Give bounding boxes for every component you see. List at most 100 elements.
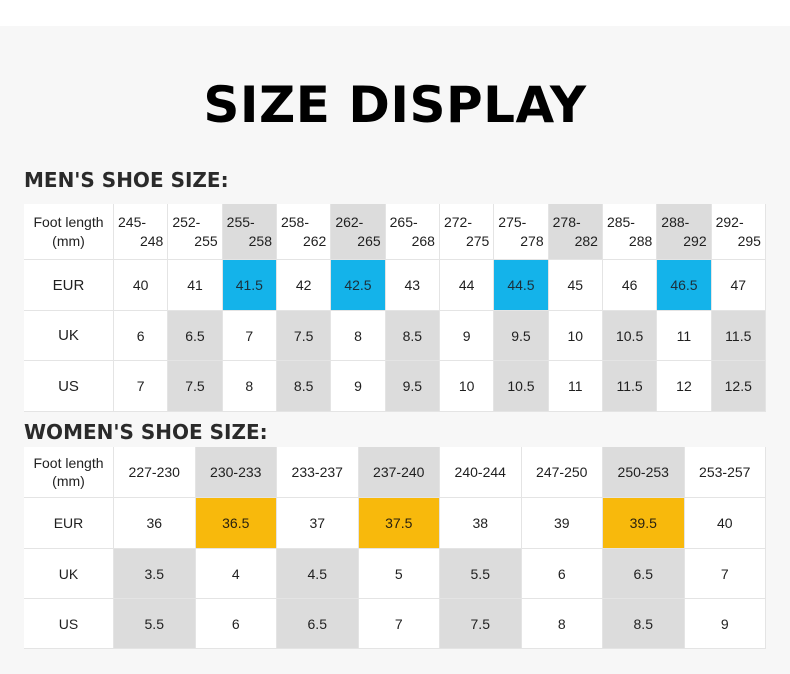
men-eur-cell: 46 [602, 260, 658, 311]
men-uk-cell: 10 [548, 311, 603, 361]
women-foot-range-cell: 240-244 [440, 447, 522, 498]
men-eur-cell: 44.5 [494, 260, 549, 311]
men-eur-cell: 40 [114, 260, 169, 311]
men-foot-range-cell: 285- 288 [602, 204, 658, 260]
men-eur-cell: 47 [711, 260, 766, 311]
men-us-cell: 12 [657, 361, 712, 412]
men-foot-range-end: 295 [737, 232, 761, 249]
men-foot-range-end: 248 [139, 232, 164, 249]
men-foot-range-start: 258- [280, 213, 310, 230]
men-eur-cell: 46.5 [657, 260, 712, 311]
men-uk-cell: 8.5 [385, 311, 440, 361]
women-foot-length-label: Foot length [33, 454, 104, 471]
men-uk-cell: 9 [439, 311, 495, 361]
men-section-heading: MEN'S SHOE SIZE: [24, 168, 229, 192]
women-uk-cell: 6.5 [603, 549, 685, 599]
men-uk-cell: 6.5 [168, 311, 223, 361]
men-foot-range-cell: 278- 282 [548, 204, 603, 260]
women-us-cell: 5.5 [114, 599, 196, 649]
women-uk-cell: 5 [358, 549, 440, 599]
men-eur-cell: 44 [439, 260, 495, 311]
men-eur-cell: 42 [276, 260, 332, 311]
women-eur-cell: 39 [521, 498, 603, 549]
men-foot-range-cell: 252- 255 [168, 204, 223, 260]
women-eur-cell: 36.5 [195, 498, 277, 549]
women-us-cell: 8.5 [603, 599, 685, 649]
men-foot-range-start: 285- [606, 213, 635, 230]
women-uk-cell: 4 [195, 549, 277, 599]
men-us-cell: 12.5 [711, 361, 766, 412]
women-uk-cell: 7 [684, 549, 766, 599]
men-foot-range-start: 255- [226, 213, 255, 230]
men-foot-range-cell: 272- 275 [439, 204, 495, 260]
women-us-cell: 8 [521, 599, 603, 649]
men-foot-range-start: 262- [335, 213, 364, 230]
men-us-cell: 8 [222, 361, 277, 412]
men-foot-range-start: 278- [552, 213, 581, 230]
women-foot-range-cell: 253-257 [684, 447, 766, 498]
men-foot-range-end: 268 [411, 232, 435, 249]
women-foot-range-cell: 227-230 [114, 447, 196, 498]
men-foot-range-end: 278 [520, 232, 544, 249]
women-uk-cell: 5.5 [440, 549, 522, 599]
women-eur-cell: 37 [277, 498, 359, 549]
men-uk-cell: 8 [331, 311, 386, 361]
women-uk-cell: 6 [521, 549, 603, 599]
men-eur-cell: 41 [168, 260, 223, 311]
women-foot-length-header: Foot length (mm) [24, 447, 114, 498]
men-foot-range-start: 245- [118, 213, 147, 230]
men-foot-length-unit: (mm) [52, 232, 85, 249]
men-foot-range-end: 265 [357, 232, 381, 249]
women-us-cell: 7.5 [440, 599, 522, 649]
men-us-cell: 10.5 [494, 361, 549, 412]
men-us-cell: 9.5 [385, 361, 440, 412]
men-foot-range-start: 288- [661, 213, 690, 230]
men-foot-range-cell: 275- 278 [494, 204, 549, 260]
women-us-cell: 6.5 [277, 599, 359, 649]
women-eur-cell: 37.5 [358, 498, 440, 549]
men-size-table: Foot length (mm) 245- 248 252- 255 255- 258 258-… [24, 204, 766, 412]
men-uk-cell: 11.5 [711, 311, 766, 361]
women-size-table: Foot length (mm) 227-230 230-233 233-237 237-… [24, 447, 766, 649]
men-us-cell: 11.5 [602, 361, 658, 412]
women-eur-cell: 38 [440, 498, 522, 549]
men-us-cell: 11 [548, 361, 603, 412]
men-uk-cell: 9.5 [494, 311, 549, 361]
men-foot-range-end: 292 [683, 232, 707, 249]
men-eur-label: EUR [24, 260, 114, 311]
women-foot-range-cell: 250-253 [603, 447, 685, 498]
men-foot-length-header: Foot length (mm) [24, 204, 114, 260]
men-uk-cell: 6 [114, 311, 169, 361]
men-uk-cell: 7.5 [276, 311, 332, 361]
men-us-cell: 10 [439, 361, 495, 412]
men-us-label: US [24, 361, 114, 412]
men-foot-range-cell: 258- 262 [276, 204, 332, 260]
page-title: SIZE DISPLAY [203, 76, 587, 134]
men-foot-range-cell: 245- 248 [114, 204, 169, 260]
women-us-cell: 6 [195, 599, 277, 649]
men-foot-range-end: 275 [465, 232, 490, 249]
men-foot-range-start: 272- [443, 213, 472, 230]
women-foot-range-cell: 247-250 [521, 447, 603, 498]
women-us-label: US [24, 599, 114, 649]
women-section-heading: WOMEN'S SHOE SIZE: [24, 420, 268, 444]
men-foot-range-start: 275- [498, 213, 527, 230]
men-foot-range-end: 258 [248, 232, 272, 249]
men-us-cell: 9 [331, 361, 386, 412]
women-eur-cell: 40 [684, 498, 766, 549]
men-uk-cell: 10.5 [602, 311, 658, 361]
men-eur-cell: 43 [385, 260, 440, 311]
men-foot-range-start: 252- [172, 213, 201, 230]
women-eur-label: EUR [24, 498, 114, 549]
men-uk-cell: 7 [222, 311, 277, 361]
men-foot-range-start: 292- [715, 213, 744, 230]
men-eur-cell: 45 [548, 260, 603, 311]
women-foot-length-unit: (mm) [52, 473, 85, 489]
women-foot-range-cell: 230-233 [195, 447, 277, 498]
men-foot-range-end: 262 [302, 232, 327, 249]
men-foot-range-cell: 288- 292 [657, 204, 712, 260]
men-eur-cell: 41.5 [222, 260, 277, 311]
men-us-cell: 7.5 [168, 361, 223, 412]
men-foot-range-end: 288 [628, 232, 653, 249]
men-us-cell: 8.5 [276, 361, 332, 412]
